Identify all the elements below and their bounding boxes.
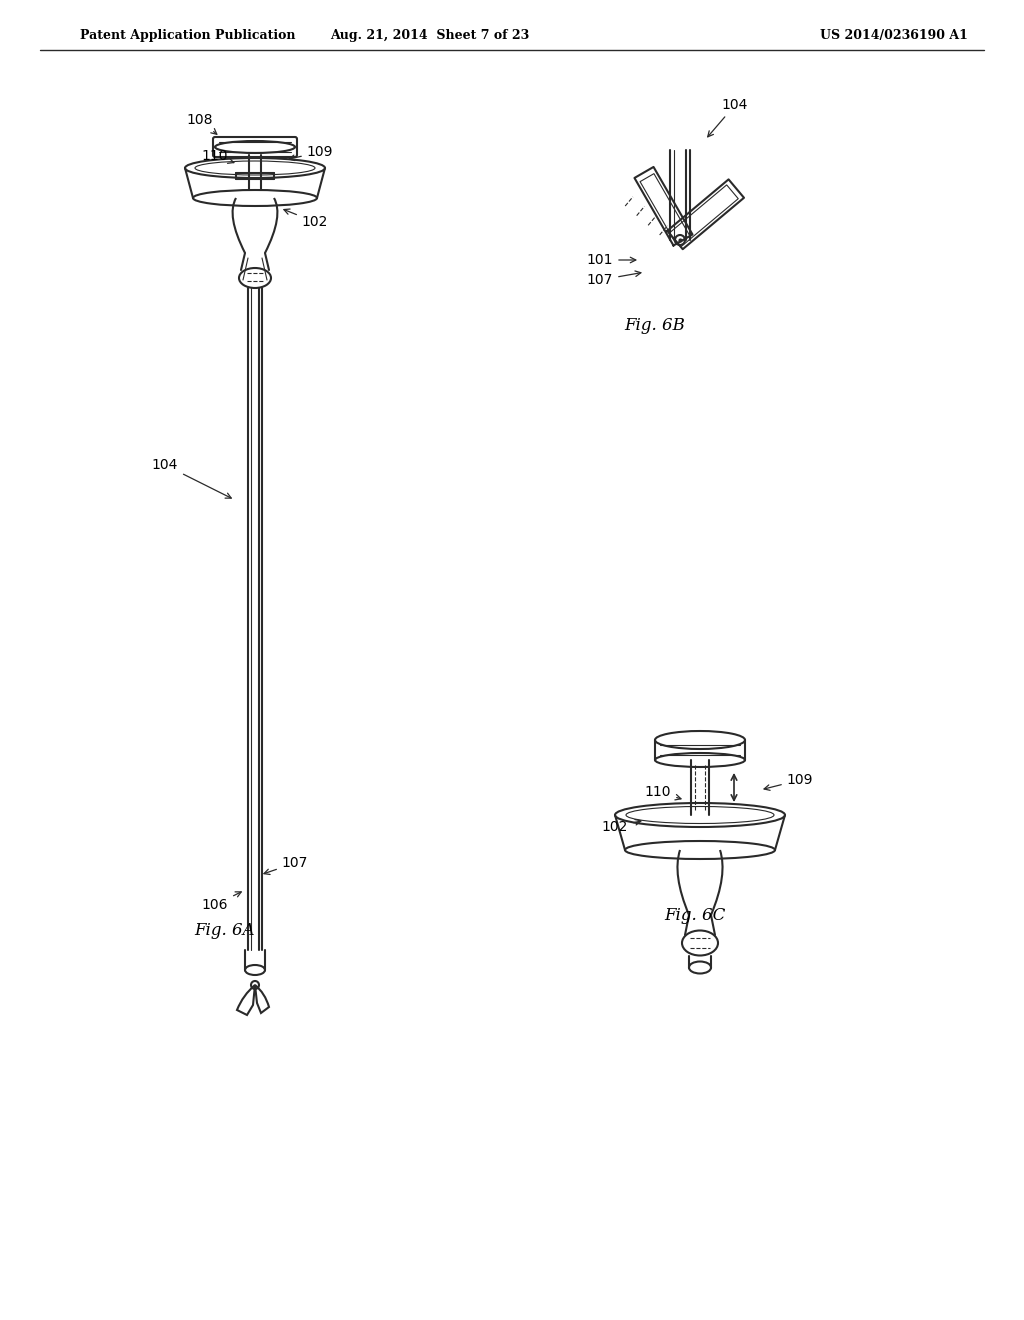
Text: Fig. 6B: Fig. 6B [625, 317, 685, 334]
Text: 106: 106 [202, 892, 242, 912]
Text: 108: 108 [186, 114, 217, 135]
Text: 110: 110 [202, 149, 234, 164]
Text: 101: 101 [587, 253, 636, 267]
Text: 107: 107 [587, 271, 641, 286]
Text: Patent Application Publication: Patent Application Publication [80, 29, 296, 41]
Text: Fig. 6C: Fig. 6C [665, 907, 726, 924]
Text: 102: 102 [602, 820, 641, 834]
Text: US 2014/0236190 A1: US 2014/0236190 A1 [820, 29, 968, 41]
Text: 102: 102 [284, 209, 328, 228]
Text: 104: 104 [708, 98, 749, 137]
Text: Fig. 6A: Fig. 6A [195, 921, 255, 939]
Text: 109: 109 [764, 774, 813, 791]
Text: 109: 109 [289, 145, 333, 161]
Text: 104: 104 [152, 458, 231, 498]
Text: Aug. 21, 2014  Sheet 7 of 23: Aug. 21, 2014 Sheet 7 of 23 [331, 29, 529, 41]
Text: 107: 107 [264, 855, 308, 874]
Text: 110: 110 [645, 785, 681, 800]
